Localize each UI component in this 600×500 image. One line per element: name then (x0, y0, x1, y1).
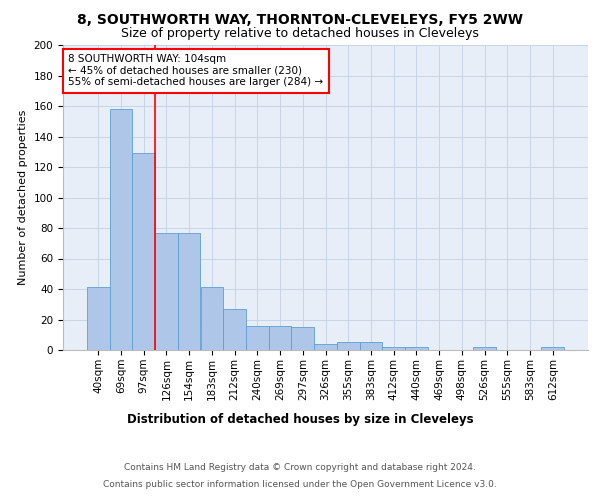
Bar (269, 326, 292, 350)
Text: Contains public sector information licensed under the Open Government Licence v3: Contains public sector information licen… (103, 480, 497, 489)
Bar (223, 309, 246, 350)
Text: Distribution of detached houses by size in Cleveleys: Distribution of detached houses by size … (127, 412, 473, 426)
Bar (382, 347, 405, 350)
Text: Contains HM Land Registry data © Crown copyright and database right 2024.: Contains HM Land Registry data © Crown c… (124, 462, 476, 471)
Text: 8, SOUTHWORTH WAY, THORNTON-CLEVELEYS, FY5 2WW: 8, SOUTHWORTH WAY, THORNTON-CLEVELEYS, F… (77, 12, 523, 26)
Bar (314, 344, 337, 350)
Bar (178, 232, 200, 350)
Bar (292, 327, 314, 350)
Bar (541, 347, 564, 350)
Text: 8 SOUTHWORTH WAY: 104sqm
← 45% of detached houses are smaller (230)
55% of semi-: 8 SOUTHWORTH WAY: 104sqm ← 45% of detach… (68, 54, 323, 88)
Bar (87, 288, 110, 350)
Bar (473, 347, 496, 350)
Bar (359, 342, 382, 350)
Bar (155, 232, 178, 350)
Text: Size of property relative to detached houses in Cleveleys: Size of property relative to detached ho… (121, 28, 479, 40)
Bar (337, 342, 359, 350)
Bar (200, 288, 223, 350)
Bar (133, 154, 155, 350)
Bar (246, 326, 269, 350)
Y-axis label: Number of detached properties: Number of detached properties (18, 110, 28, 285)
Bar (110, 109, 133, 350)
Bar (405, 347, 428, 350)
